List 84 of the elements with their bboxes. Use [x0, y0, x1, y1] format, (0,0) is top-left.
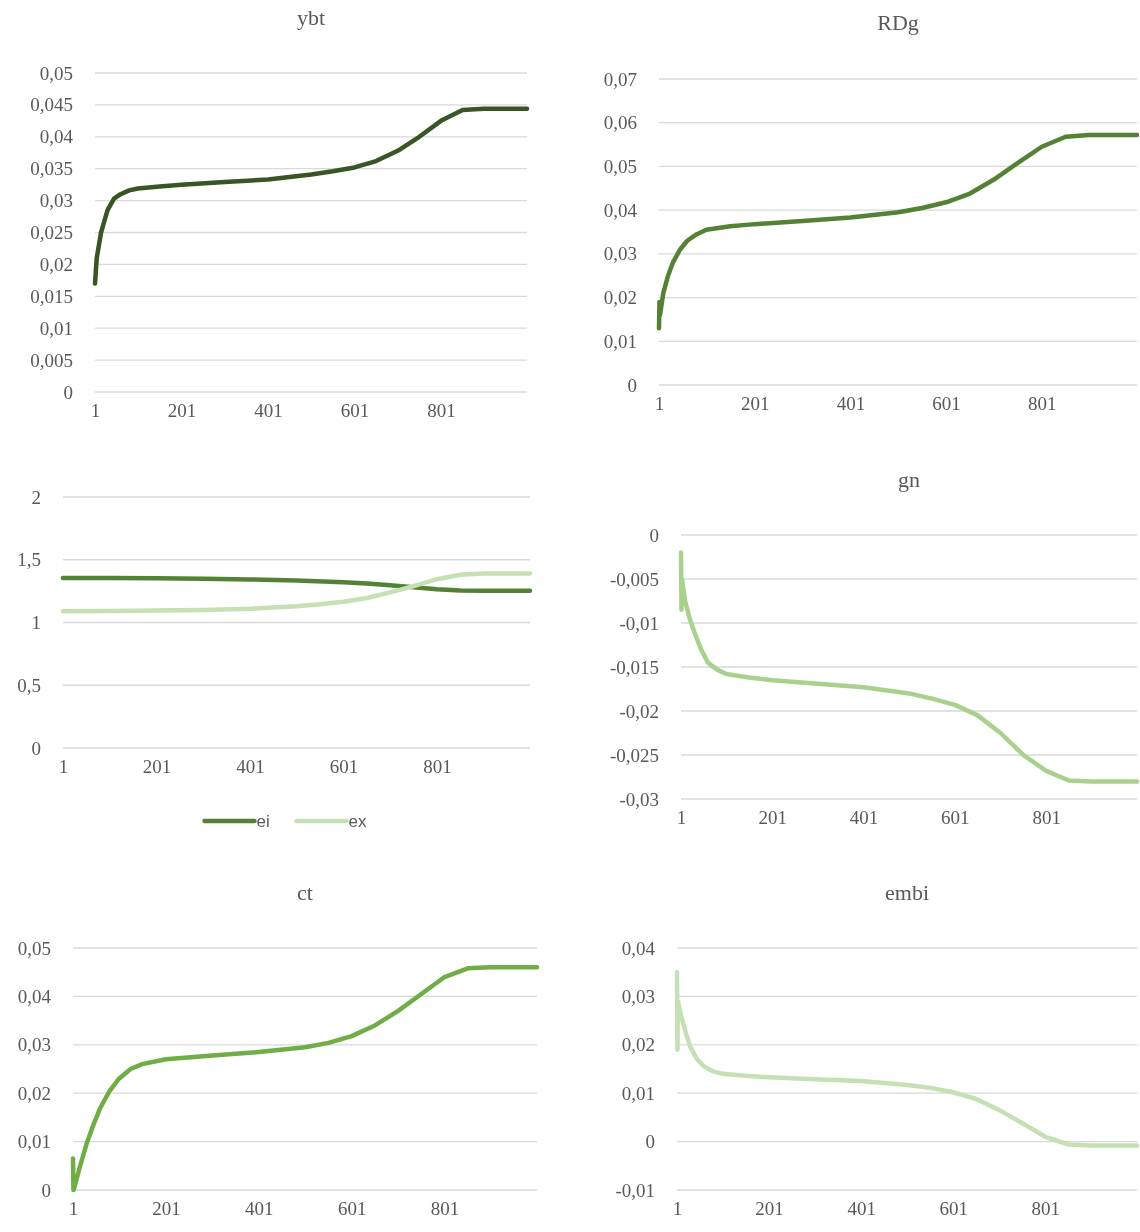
y-tick-label: 1 [31, 612, 41, 634]
line-series [678, 550, 1140, 784]
y-tick-label: 0,02 [621, 1034, 655, 1056]
line-series [92, 106, 530, 286]
chart-title: embi [885, 880, 929, 905]
y-tick-label: 0,05 [17, 937, 51, 959]
line-series [70, 965, 540, 1193]
x-tick-label: 201 [740, 393, 770, 415]
y-tick-label: 0,045 [30, 94, 73, 116]
y-tick-label: 0,03 [39, 190, 73, 212]
x-tick-label: 801 [1031, 1198, 1061, 1220]
y-tick-label: 0,01 [603, 330, 637, 352]
y-tick-label: 0,035 [30, 158, 73, 180]
y-tick-label: 0,04 [17, 985, 52, 1007]
line-series [656, 132, 1140, 331]
x-tick-label: 1 [90, 400, 101, 422]
x-tick-label: 601 [329, 756, 359, 778]
x-tick-label: 401 [847, 1198, 876, 1220]
chart-title: gn [898, 467, 920, 492]
x-tick-label: 1 [672, 1198, 683, 1220]
y-tick-label: 0,025 [30, 222, 73, 244]
y-tick-label: 0,01 [39, 317, 73, 339]
chart-title: ct [297, 880, 313, 905]
x-tick-label: 401 [836, 393, 866, 415]
legend-label: ei [256, 812, 270, 831]
x-tick-label: 401 [849, 807, 879, 829]
y-tick-label: 0 [63, 381, 73, 403]
x-tick-label: 801 [430, 1198, 460, 1220]
y-tick-label: 0,01 [621, 1082, 655, 1104]
y-tick-label: 1,5 [17, 549, 41, 571]
line-series [674, 969, 1140, 1148]
line-series [60, 575, 533, 593]
y-tick-label: -0,015 [609, 656, 659, 678]
x-tick-label: 1 [676, 807, 687, 829]
x-tick-label: 201 [152, 1198, 181, 1220]
x-tick-label: 801 [427, 400, 456, 422]
x-tick-label: 801 [1028, 393, 1057, 415]
y-tick-label: 0,03 [603, 243, 637, 265]
y-tick-label: 0 [41, 1179, 51, 1201]
y-tick-label: 0,04 [621, 937, 656, 959]
x-tick-label: 401 [245, 1198, 274, 1220]
y-tick-label: 0,03 [621, 985, 655, 1007]
y-tick-label: 0,06 [603, 112, 637, 134]
line-series [60, 571, 533, 614]
y-tick-label: -0,025 [609, 744, 659, 766]
y-tick-label: 0,01 [17, 1131, 51, 1153]
x-tick-label: 201 [167, 400, 197, 422]
y-tick-label: 0,5 [17, 674, 41, 696]
y-tick-label: 0,015 [30, 285, 73, 307]
x-tick-label: 601 [337, 1198, 367, 1220]
y-tick-label: 0,05 [39, 62, 73, 84]
y-tick-label: 0,07 [603, 68, 637, 90]
x-tick-label: 201 [142, 756, 172, 778]
x-tick-label: 201 [755, 1198, 784, 1220]
y-tick-label: 0,04 [603, 199, 638, 221]
x-tick-label: 401 [236, 756, 265, 778]
y-tick-label: 0 [645, 1131, 655, 1153]
legend-label: ex [348, 812, 367, 831]
y-tick-label: 0,05 [603, 156, 637, 178]
y-tick-label: -0,02 [619, 700, 659, 722]
y-tick-label: -0,01 [615, 1179, 655, 1201]
y-tick-label: 0,005 [30, 349, 73, 371]
x-tick-label: 601 [340, 400, 370, 422]
y-tick-label: 0 [627, 374, 637, 396]
chart-title: ybt [296, 5, 326, 30]
x-tick-label: 401 [254, 400, 283, 422]
y-tick-label: 0,02 [17, 1082, 51, 1104]
y-tick-label: 0,04 [39, 126, 74, 148]
y-tick-label: 0,02 [603, 287, 637, 309]
x-tick-label: 201 [758, 807, 788, 829]
x-tick-label: 601 [939, 1198, 969, 1220]
x-tick-label: 801 [1032, 807, 1061, 829]
y-tick-label: 0,02 [39, 253, 73, 275]
y-tick-label: 0 [31, 737, 41, 759]
y-tick-label: -0,03 [619, 788, 659, 810]
y-tick-label: 0,03 [17, 1034, 51, 1056]
chart-title: RDg [877, 10, 919, 35]
y-tick-label: 2 [31, 486, 41, 508]
y-tick-label: -0,01 [619, 612, 659, 634]
y-tick-label: -0,005 [609, 568, 659, 590]
y-tick-label: 0 [649, 524, 659, 546]
x-tick-label: 601 [941, 807, 970, 829]
x-tick-label: 601 [932, 393, 961, 415]
x-tick-label: 801 [423, 756, 452, 778]
